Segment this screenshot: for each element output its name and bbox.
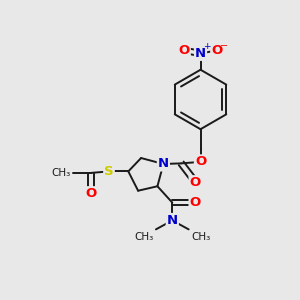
Text: −: −: [220, 41, 228, 51]
Text: +: +: [203, 42, 210, 51]
Text: CH₃: CH₃: [191, 232, 210, 242]
Text: O: O: [211, 44, 223, 57]
Text: O: O: [85, 187, 97, 200]
Text: O: O: [195, 155, 206, 168]
Text: N: N: [158, 158, 169, 170]
Text: O: O: [190, 176, 201, 189]
Text: S: S: [104, 165, 114, 178]
Text: CH₃: CH₃: [134, 232, 154, 242]
Text: O: O: [178, 44, 190, 57]
Text: O: O: [190, 196, 201, 209]
Text: N: N: [195, 47, 206, 60]
Text: N: N: [167, 214, 178, 227]
Text: CH₃: CH₃: [52, 168, 71, 178]
